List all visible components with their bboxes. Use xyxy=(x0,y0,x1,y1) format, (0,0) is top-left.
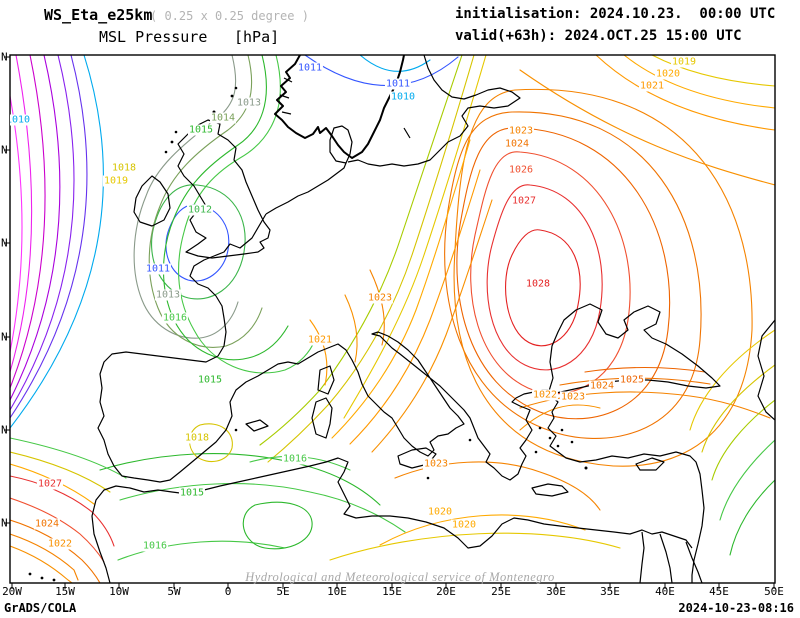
y-tick-label: N xyxy=(1,143,8,157)
y-tick-label: N xyxy=(1,423,8,437)
x-tick-label: 25E xyxy=(491,585,511,598)
y-tick-label: N xyxy=(1,236,8,250)
y-tick-label: N xyxy=(1,50,8,64)
contour-layer xyxy=(10,55,775,583)
creation-timestamp: 2024-10-23-08:16 xyxy=(678,601,794,615)
tick-marks xyxy=(4,56,775,589)
x-tick-label: 10W xyxy=(109,585,129,598)
watermark: Hydrological and Meteorological service … xyxy=(245,570,555,584)
map-border xyxy=(9,54,776,584)
y-tick-label: N xyxy=(1,516,8,530)
field-name: MSL Pressure xyxy=(99,28,208,46)
x-tick-label: 40E xyxy=(655,585,675,598)
coastline-layer xyxy=(28,55,775,583)
x-tick-label: 30E xyxy=(546,585,566,598)
initialisation-time: initialisation: 2024.10.23. 00:00 UTC xyxy=(455,6,776,22)
model-name: WS_Eta_e25km xyxy=(44,6,153,24)
x-tick-label: 15E xyxy=(382,585,402,598)
valid-time: valid(+63h): 2024.OCT.25 15:00 UTC xyxy=(455,28,742,44)
x-tick-label: 50E xyxy=(764,585,784,598)
model-resolution: ( 0.25 x 0.25 degree ) xyxy=(150,9,309,23)
field-units: [hPa] xyxy=(234,28,280,46)
x-tick-label: 20E xyxy=(436,585,456,598)
x-tick-label: 0 xyxy=(224,585,232,598)
y-tick-label: N xyxy=(1,330,8,344)
x-tick-label: 15W xyxy=(55,585,75,598)
x-tick-label: 10E xyxy=(327,585,347,598)
x-tick-label: 20W xyxy=(2,585,22,598)
x-tick-label: 5E xyxy=(276,585,290,598)
x-tick-label: 45E xyxy=(709,585,729,598)
x-tick-label: 5W xyxy=(167,585,181,598)
x-tick-label: 35E xyxy=(600,585,620,598)
grads-credit: GrADS/COLA xyxy=(4,601,77,615)
